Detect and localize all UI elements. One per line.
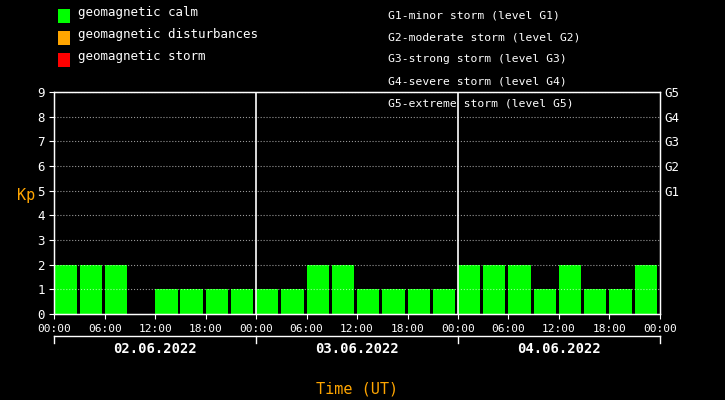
Text: 04.06.2022: 04.06.2022 xyxy=(517,342,601,356)
Text: Time (UT): Time (UT) xyxy=(316,381,398,396)
Bar xyxy=(80,265,102,314)
Bar xyxy=(357,289,379,314)
Text: G4-severe storm (level G4): G4-severe storm (level G4) xyxy=(388,76,567,86)
Text: G5-extreme storm (level G5): G5-extreme storm (level G5) xyxy=(388,98,573,108)
Bar xyxy=(559,265,581,314)
Text: G2-moderate storm (level G2): G2-moderate storm (level G2) xyxy=(388,32,581,42)
Bar xyxy=(584,289,606,314)
Bar xyxy=(458,265,480,314)
Bar xyxy=(332,265,354,314)
Bar xyxy=(382,289,405,314)
Bar xyxy=(155,289,178,314)
Bar xyxy=(54,265,77,314)
Bar xyxy=(609,289,631,314)
Bar xyxy=(281,289,304,314)
Bar xyxy=(307,265,329,314)
Text: geomagnetic calm: geomagnetic calm xyxy=(78,6,199,19)
Bar xyxy=(433,289,455,314)
Bar xyxy=(407,289,430,314)
Bar xyxy=(634,265,657,314)
Bar xyxy=(483,265,505,314)
Text: 03.06.2022: 03.06.2022 xyxy=(315,342,399,356)
Bar xyxy=(231,289,253,314)
Bar xyxy=(105,265,127,314)
Text: G1-minor storm (level G1): G1-minor storm (level G1) xyxy=(388,10,560,20)
Text: 02.06.2022: 02.06.2022 xyxy=(113,342,197,356)
Bar xyxy=(256,289,278,314)
Bar xyxy=(534,289,556,314)
Bar xyxy=(181,289,203,314)
Text: G3-strong storm (level G3): G3-strong storm (level G3) xyxy=(388,54,567,64)
Y-axis label: Kp: Kp xyxy=(17,188,36,203)
Text: geomagnetic disturbances: geomagnetic disturbances xyxy=(78,28,258,41)
Bar xyxy=(508,265,531,314)
Bar xyxy=(206,289,228,314)
Text: geomagnetic storm: geomagnetic storm xyxy=(78,50,206,63)
